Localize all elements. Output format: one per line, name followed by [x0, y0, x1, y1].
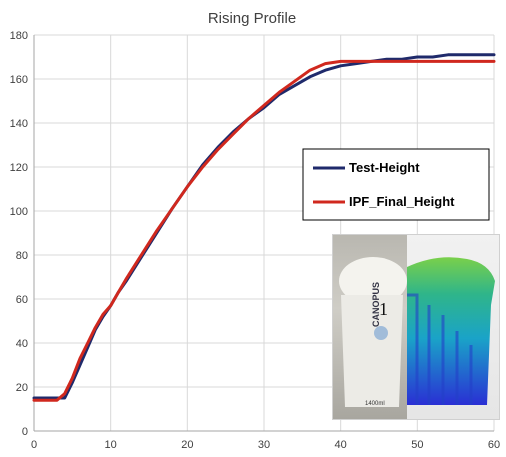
cup-brand: CANOPUS	[371, 281, 381, 327]
x-tick-label: 10	[105, 439, 117, 451]
cup-number: 1	[379, 299, 388, 319]
legend-box	[302, 148, 490, 221]
inset-image: 1 CANOPUS 1400ml	[332, 234, 500, 420]
chart-title: Rising Profile	[208, 10, 296, 27]
y-tick-label: 180	[10, 30, 28, 42]
y-tick-label: 40	[16, 338, 28, 350]
y-tick-label: 120	[10, 162, 28, 174]
legend: Test-Height IPF_Final_Height	[302, 148, 490, 221]
cup-volume: 1400ml	[365, 401, 385, 407]
foam-cup-photo: 1 CANOPUS 1400ml	[333, 235, 407, 419]
y-tick-label: 20	[16, 382, 28, 394]
series-line-ipf-final-height	[32, 59, 496, 402]
cup-photo-graphic	[339, 257, 407, 407]
foam-simulation-render	[407, 235, 499, 419]
y-tick-label: 80	[16, 250, 28, 262]
legend-label-ipf-final-height: IPF_Final_Height	[349, 194, 455, 209]
y-tick-label: 60	[16, 294, 28, 306]
axis-layer	[33, 35, 494, 432]
series-layer	[32, 53, 496, 402]
x-tick-label: 60	[488, 439, 500, 451]
y-tick-label: 140	[10, 118, 28, 130]
x-tick-labels: 0 10 20 30 40 50 60	[31, 439, 500, 451]
legend-label-test-height: Test-Height	[349, 160, 420, 175]
y-tick-label: 160	[10, 74, 28, 86]
x-tick-label: 30	[258, 439, 270, 451]
y-tick-label: 0	[22, 426, 28, 438]
x-tick-label: 0	[31, 439, 37, 451]
x-tick-label: 40	[335, 439, 347, 451]
y-tick-label: 100	[10, 206, 28, 218]
simulation-graphic	[407, 257, 495, 405]
x-tick-label: 20	[181, 439, 193, 451]
y-tick-labels: 0 20 40 60 80 100 120 140 160 180	[10, 30, 28, 438]
x-tick-label: 50	[411, 439, 423, 451]
